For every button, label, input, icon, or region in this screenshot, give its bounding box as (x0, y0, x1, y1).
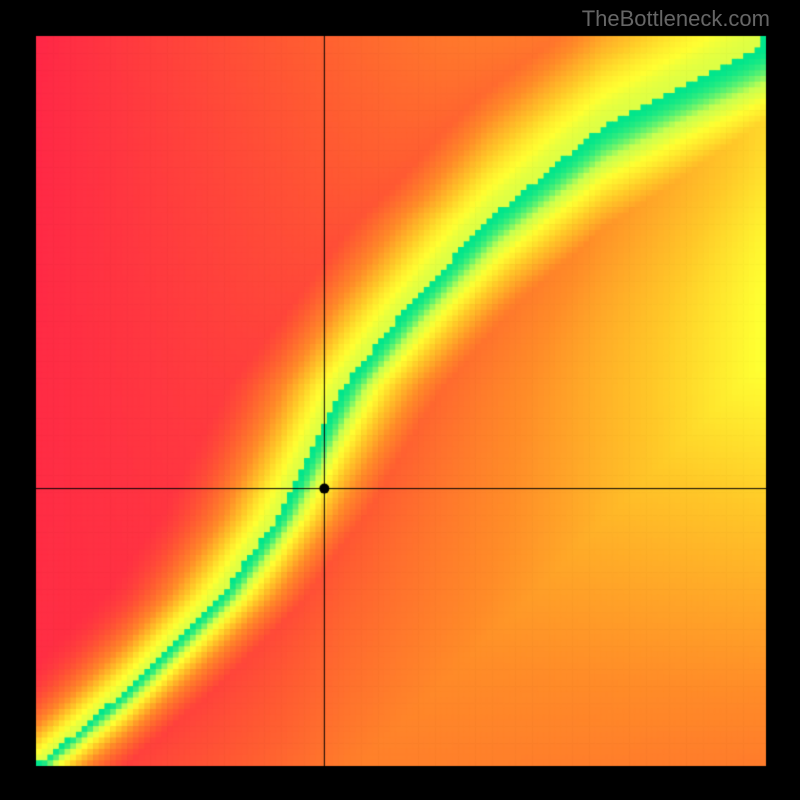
chart-container: TheBottleneck.com (0, 0, 800, 800)
watermark-text: TheBottleneck.com (582, 6, 770, 32)
heatmap-canvas (0, 0, 800, 800)
